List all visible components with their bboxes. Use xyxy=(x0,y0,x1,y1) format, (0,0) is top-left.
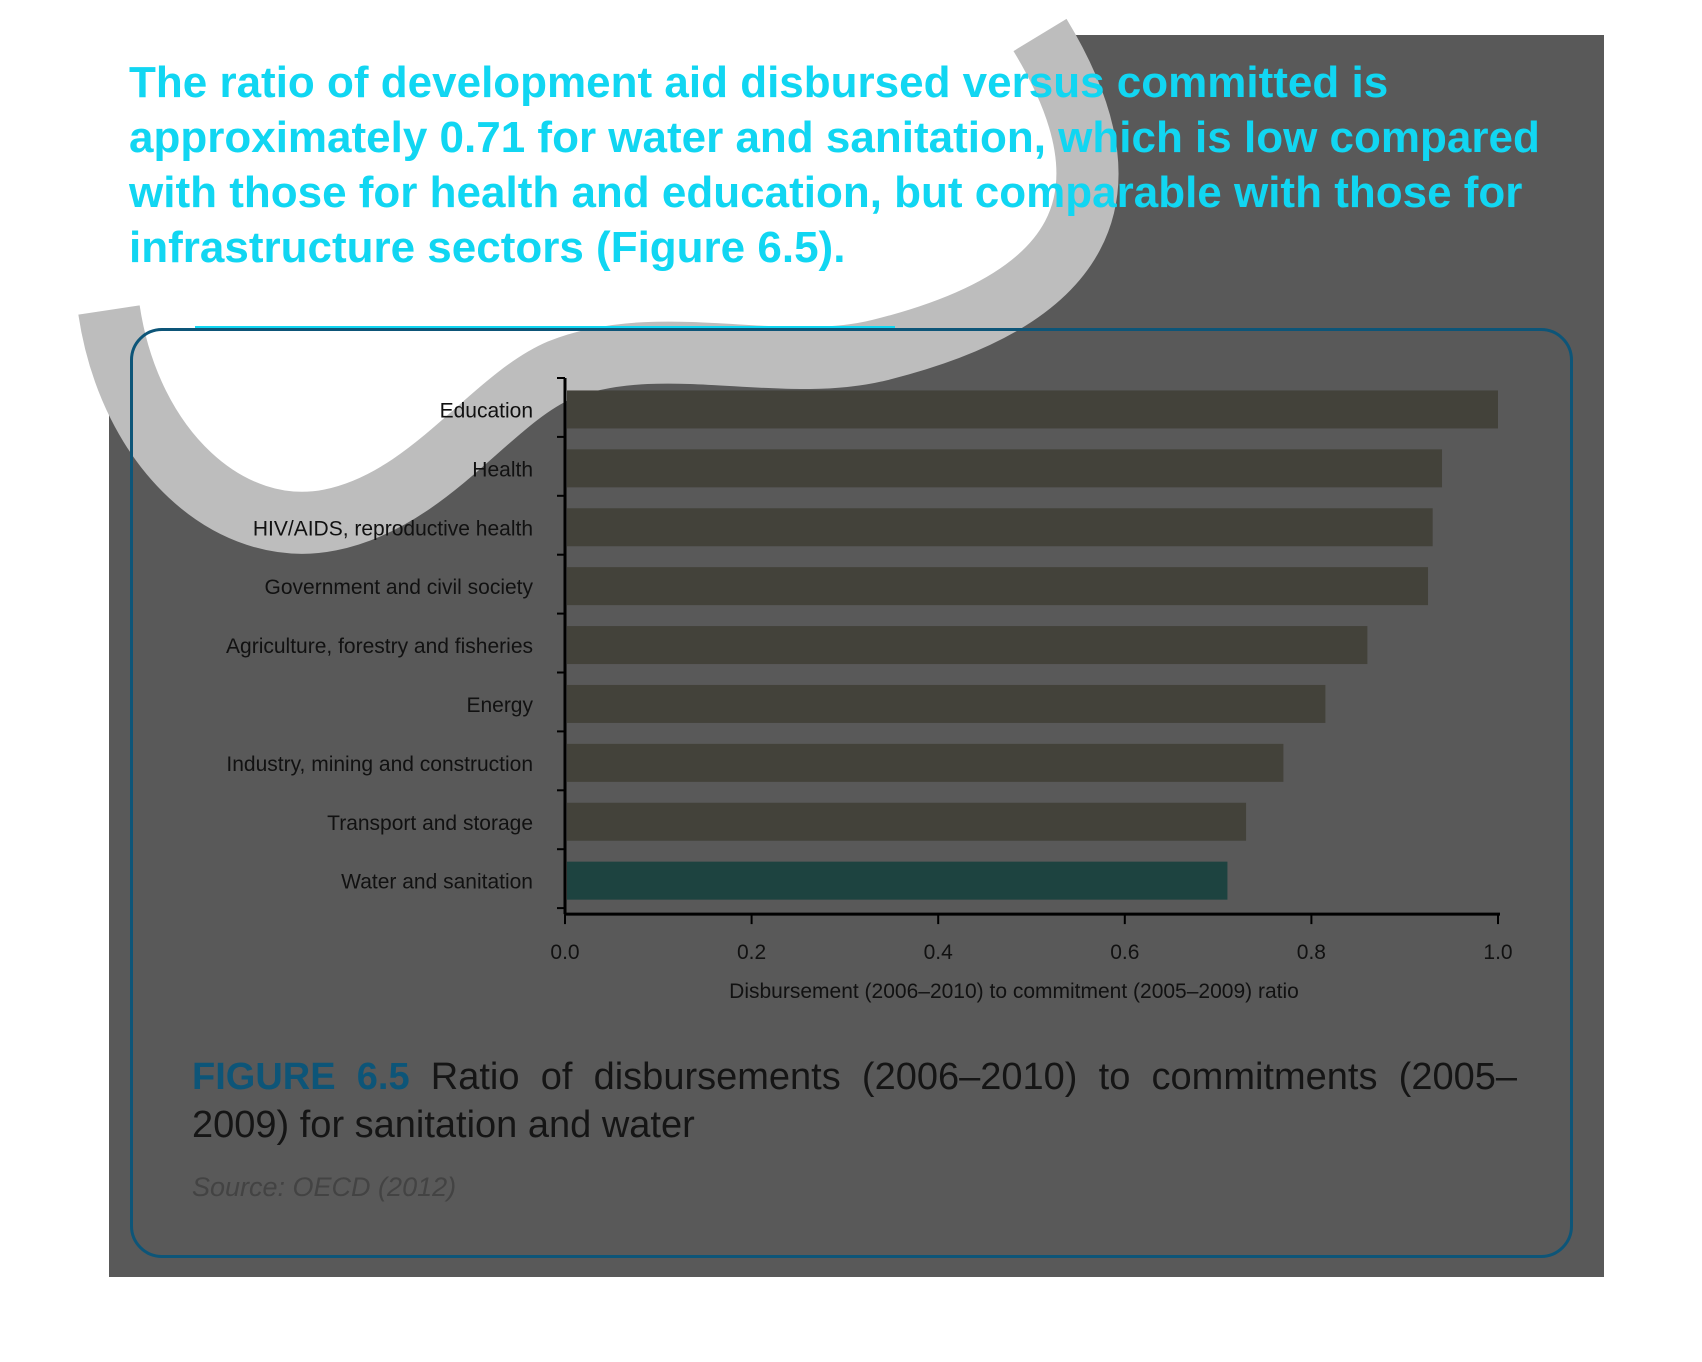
category-label: Industry, mining and construction xyxy=(226,753,533,776)
x-tick-label: 1.0 xyxy=(1483,941,1512,964)
bar xyxy=(567,449,1443,488)
x-tick-label: 0.2 xyxy=(737,941,766,964)
x-tick-label: 0.6 xyxy=(1110,941,1139,964)
category-label: Water and sanitation xyxy=(341,871,533,894)
figure-label: FIGURE 6.5 xyxy=(192,1056,410,1098)
figure-caption-text: Ratio of disbursements (2006–2010) to co… xyxy=(192,1056,1517,1146)
figure-caption: FIGURE 6.5 Ratio of disbursements (2006–… xyxy=(192,1053,1517,1149)
category-label: Transport and storage xyxy=(327,812,533,835)
category-label: Education xyxy=(440,399,533,422)
bar xyxy=(567,567,1429,606)
bar xyxy=(567,508,1433,547)
category-label: Energy xyxy=(466,694,533,717)
bar xyxy=(567,743,1284,782)
headline-divider xyxy=(195,326,895,328)
category-label: Health xyxy=(472,458,533,481)
bar xyxy=(567,861,1228,900)
x-axis-label: Disbursement (2006–2010) to commitment (… xyxy=(729,980,1299,1003)
x-tick-label: 0.8 xyxy=(1297,941,1326,964)
chart-card xyxy=(130,328,1573,1258)
headline: The ratio of development aid disbursed v… xyxy=(129,58,1540,272)
x-tick-label: 0.0 xyxy=(550,941,579,964)
bar xyxy=(567,390,1498,429)
bar xyxy=(567,626,1368,665)
x-tick-label: 0.4 xyxy=(924,941,954,964)
bar xyxy=(567,684,1326,723)
bar xyxy=(567,802,1247,841)
figure-source: Source: OECD (2012) xyxy=(192,1172,457,1202)
category-label: Agriculture, forestry and fisheries xyxy=(226,635,533,658)
category-label: HIV/AIDS, reproductive health xyxy=(253,517,533,540)
category-label: Government and civil society xyxy=(265,576,534,599)
